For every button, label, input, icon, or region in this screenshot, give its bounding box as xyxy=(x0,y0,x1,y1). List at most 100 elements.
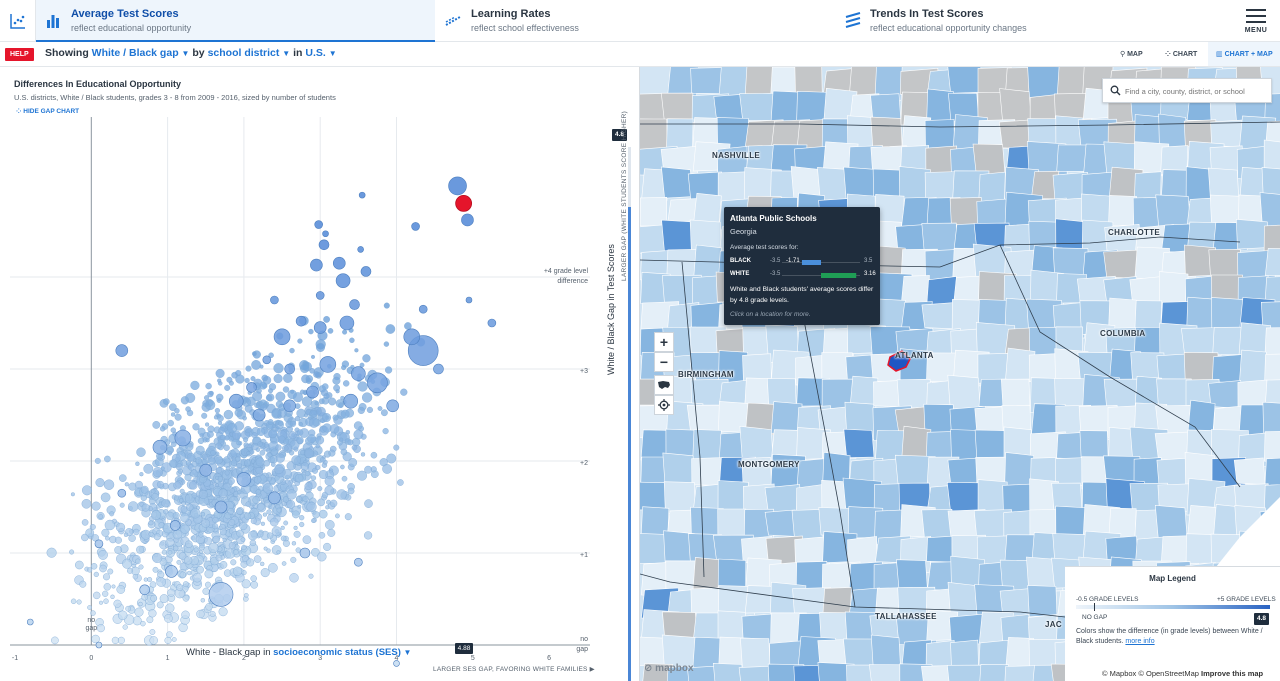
county-tile[interactable] xyxy=(1181,327,1222,356)
district-dot xyxy=(100,492,111,503)
county-tile[interactable] xyxy=(925,431,955,460)
county-tile[interactable] xyxy=(1263,431,1280,462)
usa-icon xyxy=(658,381,670,389)
district-dot xyxy=(299,547,311,559)
county-tile[interactable] xyxy=(1210,119,1245,148)
hide-gap-chart-link[interactable]: ⁘ HIDE GAP CHART xyxy=(16,107,79,115)
county-tile[interactable] xyxy=(946,481,982,512)
location-dropdown[interactable]: U.S. ▼ xyxy=(305,47,336,59)
y-value-marker[interactable]: 4.8 xyxy=(612,129,627,141)
region-dropdown[interactable]: school district ▼ xyxy=(208,47,291,59)
county-tile[interactable] xyxy=(998,119,1033,150)
county-tile[interactable] xyxy=(896,378,932,409)
county-tile[interactable] xyxy=(870,634,901,668)
score-bar-black xyxy=(782,260,860,265)
gap-dropdown[interactable]: White / Black gap ▼ xyxy=(92,47,190,59)
county-tile[interactable] xyxy=(1233,457,1266,485)
zoom-in-button[interactable]: + xyxy=(654,332,674,352)
locate-me-button[interactable] xyxy=(654,395,674,415)
district-dot xyxy=(315,464,321,471)
tab-trends-in-test-scores[interactable]: Trends In Test Scores reflect educationa… xyxy=(835,0,1235,42)
mapbox-logo[interactable]: ⊘ mapbox xyxy=(644,663,694,674)
county-tile[interactable] xyxy=(717,508,747,539)
help-button[interactable]: HELP xyxy=(5,48,34,61)
county-tile[interactable] xyxy=(1261,167,1280,201)
county-tile[interactable] xyxy=(666,665,694,681)
district-dot xyxy=(236,508,243,515)
attribution-text[interactable]: © Mapbox © OpenStreetMap xyxy=(1102,669,1199,678)
county-tile[interactable] xyxy=(1263,224,1280,254)
district-dot xyxy=(302,495,309,503)
trend-lines-icon xyxy=(845,12,861,28)
district-dot xyxy=(81,498,92,509)
district-dot xyxy=(250,581,258,589)
county-tile[interactable] xyxy=(1264,327,1280,361)
atlanta-district-highlight[interactable] xyxy=(887,350,911,372)
county-tile[interactable] xyxy=(1264,248,1280,276)
district-dot xyxy=(300,462,310,471)
county-tile[interactable] xyxy=(686,404,724,433)
county-tile[interactable] xyxy=(712,662,744,681)
county-tile[interactable] xyxy=(946,664,989,681)
x-tick-label: 0 xyxy=(89,655,93,662)
district-dot xyxy=(222,537,227,542)
crosshair-icon xyxy=(658,399,670,411)
district-dot xyxy=(152,553,163,564)
more-info-link[interactable]: more info xyxy=(1125,638,1155,645)
county-tile[interactable] xyxy=(693,192,722,225)
reset-view-button[interactable] xyxy=(654,375,674,395)
county-tile[interactable] xyxy=(1155,194,1191,228)
county-tile[interactable] xyxy=(868,664,909,681)
tab-average-test-scores[interactable]: Average Test Scores reflect educational … xyxy=(36,0,435,42)
improve-map-link[interactable]: Improve this map xyxy=(1201,669,1264,678)
county-tile[interactable] xyxy=(870,93,902,121)
menu-button[interactable]: MENU xyxy=(1244,9,1268,34)
county-tile[interactable] xyxy=(1263,139,1280,173)
county-tile[interactable] xyxy=(949,613,985,645)
view-map-button[interactable]: ⚲ MAP xyxy=(1120,50,1143,66)
search-input[interactable] xyxy=(1125,83,1267,99)
county-tile[interactable] xyxy=(947,67,984,94)
zoom-out-button[interactable]: − xyxy=(654,352,674,372)
app-logo-icon[interactable] xyxy=(0,0,36,42)
county-tile[interactable] xyxy=(662,452,696,487)
x-axis-dropdown[interactable]: socioeconomic status (SES) ▼ xyxy=(273,647,411,658)
x-value-marker[interactable]: 4.88 xyxy=(455,643,473,654)
county-tile[interactable] xyxy=(718,67,749,97)
county-tile[interactable] xyxy=(1262,401,1280,439)
x-tick-label: 1 xyxy=(166,655,170,662)
state-border xyxy=(640,121,1280,128)
county-tile[interactable] xyxy=(1004,665,1041,681)
district-dot xyxy=(96,624,105,633)
county-tile[interactable] xyxy=(1108,195,1138,227)
county-tile[interactable] xyxy=(1264,457,1280,492)
county-tile[interactable] xyxy=(843,428,875,459)
county-tile[interactable] xyxy=(661,166,693,199)
county-tile[interactable] xyxy=(870,116,903,151)
tab-learning-rates[interactable]: Learning Rates reflect school effectiven… xyxy=(435,0,835,42)
district-dot xyxy=(246,382,257,393)
control-bar: HELP Showing White / Black gap ▼ by scho… xyxy=(0,42,1280,67)
location-search[interactable] xyxy=(1102,78,1272,103)
district-dot xyxy=(149,629,156,635)
county-tile[interactable] xyxy=(896,559,928,589)
county-tile[interactable] xyxy=(1185,533,1213,564)
view-chart-map-button[interactable]: ▥ CHART + MAP xyxy=(1208,42,1280,66)
district-dot xyxy=(162,398,170,405)
district-dot xyxy=(295,496,303,503)
county-tile[interactable] xyxy=(1264,353,1280,387)
county-tile[interactable] xyxy=(817,662,856,681)
county-tile[interactable] xyxy=(999,88,1032,123)
county-tile[interactable] xyxy=(641,663,674,681)
county-tile[interactable] xyxy=(1027,585,1058,617)
district-dot xyxy=(246,558,255,567)
view-chart-button[interactable]: ⁘ CHART xyxy=(1165,50,1197,66)
district-dot xyxy=(271,526,282,537)
map-panel[interactable]: + − NASHVILLE CHARLOTTE COLUMBIA ATLANTA… xyxy=(640,67,1280,681)
district-dot xyxy=(123,532,129,537)
district-dot xyxy=(91,534,99,542)
district-dot xyxy=(215,442,222,449)
county-tile[interactable] xyxy=(1235,218,1269,250)
county-tile[interactable] xyxy=(979,663,1009,681)
